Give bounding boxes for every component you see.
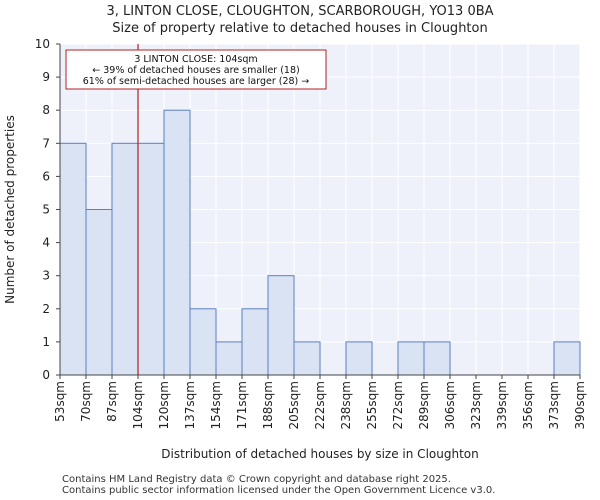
histogram-bar[interactable] <box>85 209 113 376</box>
y-tick-label: 7 <box>42 136 50 150</box>
histogram-bar[interactable] <box>345 341 373 376</box>
histogram-bar[interactable] <box>163 109 191 376</box>
x-tick-label: 289sqm <box>417 381 431 429</box>
x-tick-label: 104sqm <box>131 381 145 429</box>
chart-title-address: 3, LINTON CLOSE, CLOUGHTON, SCARBOROUGH,… <box>106 4 494 19</box>
y-axis-label: Number of detached properties <box>3 115 17 304</box>
x-axis-label: Distribution of detached houses by size … <box>161 447 478 461</box>
annotation-text: 3 LINTON CLOSE: 104sqm <box>134 54 257 65</box>
footer-licence: Contains public sector information licen… <box>62 485 496 496</box>
y-tick-label: 8 <box>42 103 50 117</box>
x-tick-label: 222sqm <box>313 381 327 429</box>
y-tick-label: 6 <box>42 169 50 183</box>
x-tick-label: 70sqm <box>79 381 93 422</box>
x-tick-label: 323sqm <box>469 381 483 429</box>
x-tick-label: 205sqm <box>287 381 301 429</box>
x-tick-label: 373sqm <box>547 381 561 429</box>
chart-title: Size of property relative to detached ho… <box>112 21 488 36</box>
y-tick-label: 3 <box>42 269 50 283</box>
x-tick-label: 154sqm <box>209 381 223 429</box>
histogram-bar[interactable] <box>215 341 243 376</box>
y-tick-label: 10 <box>35 37 50 51</box>
footer-copyright: Contains HM Land Registry data © Crown c… <box>62 474 451 485</box>
histogram-bar[interactable] <box>397 341 425 376</box>
y-tick-label: 0 <box>42 368 50 382</box>
x-tick-label: 137sqm <box>183 381 197 429</box>
x-tick-label: 306sqm <box>443 381 457 429</box>
histogram-bar[interactable] <box>189 308 217 376</box>
histogram-bar[interactable] <box>293 341 321 376</box>
x-tick-label: 255sqm <box>365 381 379 429</box>
x-tick-label: 390sqm <box>573 381 587 429</box>
histogram-bar[interactable] <box>553 341 581 376</box>
histogram-bar[interactable] <box>137 142 165 376</box>
y-tick-label: 9 <box>42 70 50 84</box>
histogram-bar[interactable] <box>59 142 87 376</box>
annotation-text: ← 39% of detached houses are smaller (18… <box>92 65 299 76</box>
histogram-bar[interactable] <box>267 275 295 376</box>
x-tick-label: 87sqm <box>105 381 119 422</box>
x-tick-label: 339sqm <box>495 381 509 429</box>
x-tick-label: 188sqm <box>261 381 275 429</box>
x-tick-label: 53sqm <box>53 381 67 422</box>
annotation-text: 61% of semi-detached houses are larger (… <box>83 76 310 87</box>
x-tick-label: 238sqm <box>339 381 353 429</box>
histogram-bar[interactable] <box>241 308 269 376</box>
y-tick-label: 1 <box>42 335 50 349</box>
y-tick-label: 2 <box>42 302 50 316</box>
x-tick-label: 171sqm <box>235 381 249 429</box>
y-tick-label: 5 <box>42 203 50 217</box>
x-tick-label: 356sqm <box>521 381 535 429</box>
y-tick-label: 4 <box>42 236 50 250</box>
histogram-bar[interactable] <box>111 142 139 376</box>
x-tick-label: 272sqm <box>391 381 405 429</box>
histogram-bar[interactable] <box>423 341 451 376</box>
x-tick-label: 120sqm <box>157 381 171 429</box>
annotation-box <box>65 49 327 90</box>
